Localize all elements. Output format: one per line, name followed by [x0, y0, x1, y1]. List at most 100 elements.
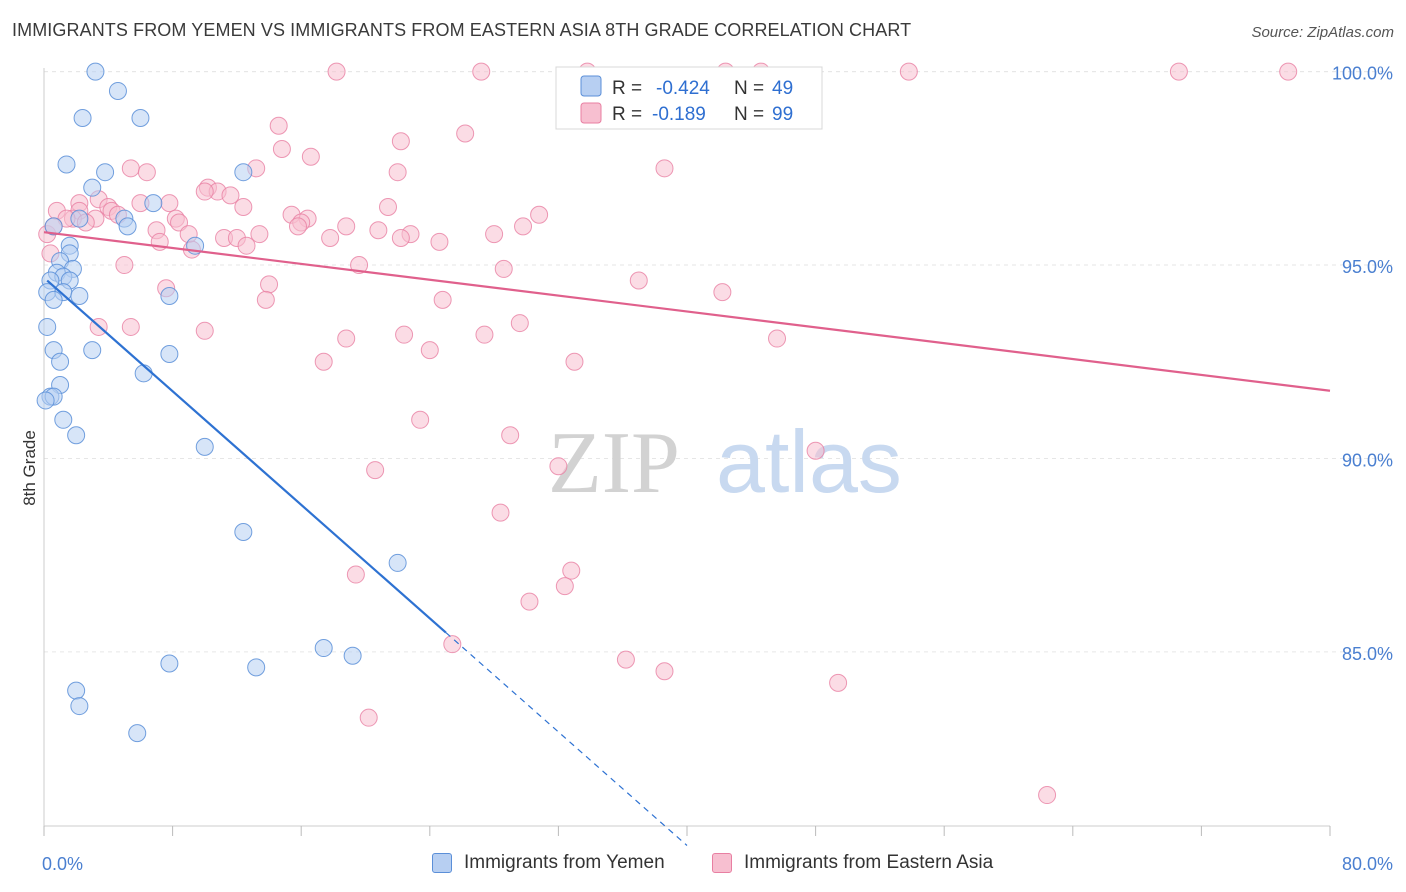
- source-label: Source: ZipAtlas.com: [1251, 24, 1394, 41]
- y-tick-label: 100.0%: [1332, 64, 1393, 84]
- point-eastern-asia: [1279, 62, 1298, 81]
- point-eastern-asia: [713, 283, 732, 302]
- point-yemen: [108, 81, 127, 100]
- point-yemen: [70, 286, 89, 305]
- axes: [43, 68, 1331, 836]
- point-eastern-asia: [337, 217, 356, 236]
- point-eastern-asia: [485, 225, 504, 244]
- legend-label-yemen: Immigrants from Yemen: [464, 852, 665, 873]
- point-yemen: [57, 155, 76, 174]
- point-yemen: [67, 681, 86, 700]
- point-eastern-asia: [1038, 786, 1057, 805]
- point-yemen: [83, 178, 102, 197]
- point-eastern-asia: [272, 139, 291, 158]
- point-yemen: [131, 109, 150, 128]
- point-eastern-asia: [221, 186, 240, 205]
- point-yemen: [54, 410, 73, 429]
- point-eastern-asia: [555, 577, 574, 596]
- point-eastern-asia: [388, 163, 407, 182]
- point-eastern-asia: [314, 352, 333, 371]
- point-eastern-asia: [549, 457, 568, 476]
- point-eastern-asia: [655, 159, 674, 178]
- watermark-zip: ZIP: [548, 415, 680, 512]
- point-eastern-asia: [321, 228, 340, 247]
- point-eastern-asia: [369, 221, 388, 240]
- stats-legend-swatch-yemen: [580, 75, 602, 97]
- point-yemen: [67, 426, 86, 445]
- point-eastern-asia: [430, 232, 449, 251]
- point-eastern-asia: [530, 205, 549, 224]
- point-eastern-asia: [121, 159, 140, 178]
- trend-lines: [43, 231, 1331, 846]
- point-eastern-asia: [359, 708, 378, 727]
- point-eastern-asia: [160, 194, 179, 213]
- point-eastern-asia: [379, 198, 398, 217]
- legend-n-value-asia: 99: [772, 104, 793, 125]
- point-eastern-asia: [195, 321, 214, 340]
- legend-r-value-asia: -0.189: [652, 104, 706, 125]
- legend-item-yemen[interactable]: Immigrants from Yemen: [432, 852, 665, 874]
- point-yemen: [388, 553, 407, 572]
- point-eastern-asia: [472, 62, 491, 81]
- point-eastern-asia: [337, 329, 356, 348]
- point-eastern-asia: [655, 662, 674, 681]
- point-eastern-asia: [494, 259, 513, 278]
- point-yemen: [44, 217, 63, 236]
- point-eastern-asia: [616, 650, 635, 669]
- point-eastern-asia: [829, 673, 848, 692]
- point-yemen: [44, 290, 63, 309]
- point-yemen: [70, 209, 89, 228]
- point-yemen: [343, 646, 362, 665]
- point-eastern-asia: [250, 225, 269, 244]
- point-yemen: [144, 194, 163, 213]
- point-eastern-asia: [443, 635, 462, 654]
- point-yemen: [160, 654, 179, 673]
- legend-swatch-yemen: [432, 853, 452, 873]
- legend-n-value-yemen: 49: [772, 78, 793, 99]
- point-eastern-asia: [629, 271, 648, 290]
- point-eastern-asia: [433, 290, 452, 309]
- watermark: ZIP atlas: [548, 412, 902, 512]
- point-eastern-asia: [510, 314, 529, 333]
- point-yemen: [160, 345, 179, 364]
- tick-labels: 85.0% 90.0% 95.0% 100.0% 0.0% 80.0%: [42, 64, 1393, 874]
- y-tick-label: 85.0%: [1342, 644, 1393, 664]
- point-yemen: [38, 317, 57, 336]
- stats-legend: R = -0.424 N = 49 R = -0.189 N = 99: [555, 66, 823, 130]
- point-eastern-asia: [562, 561, 581, 580]
- series-legend: Immigrants from Yemen Immigrants from Ea…: [0, 852, 1406, 878]
- point-eastern-asia: [260, 275, 279, 294]
- y-axis-title: 8th Grade: [20, 430, 39, 506]
- legend-item-asia[interactable]: Immigrants from Eastern Asia: [712, 852, 993, 874]
- point-eastern-asia: [501, 426, 520, 445]
- legend-r-value-yemen: -0.424: [656, 78, 710, 99]
- watermark-atlas: atlas: [716, 412, 902, 511]
- point-yemen: [314, 639, 333, 658]
- legend-n-label-yemen: N =: [734, 78, 764, 99]
- y-tick-label: 95.0%: [1342, 257, 1393, 277]
- point-eastern-asia: [491, 503, 510, 522]
- point-yemen: [160, 286, 179, 305]
- trend-line-yemen-extension: [445, 632, 688, 846]
- point-yemen: [70, 697, 89, 716]
- point-eastern-asia: [456, 124, 475, 143]
- legend-r-label-asia: R =: [612, 104, 642, 125]
- legend-n-label-asia: N =: [734, 104, 764, 125]
- point-eastern-asia: [170, 213, 189, 232]
- x-tick-label-min: 0.0%: [42, 854, 83, 874]
- point-eastern-asia: [514, 217, 533, 236]
- point-yemen: [128, 724, 147, 743]
- point-eastern-asia: [391, 228, 410, 247]
- point-eastern-asia: [806, 441, 825, 460]
- point-yemen: [234, 522, 253, 541]
- point-yemen: [247, 658, 266, 677]
- legend-r-label-yemen: R =: [612, 78, 642, 99]
- grid-lines: [44, 71, 1392, 653]
- point-eastern-asia: [366, 461, 385, 480]
- trend-line-yemen: [46, 279, 447, 634]
- point-eastern-asia: [327, 62, 346, 81]
- point-eastern-asia: [256, 290, 275, 309]
- point-eastern-asia: [346, 565, 365, 584]
- point-yemen: [118, 217, 137, 236]
